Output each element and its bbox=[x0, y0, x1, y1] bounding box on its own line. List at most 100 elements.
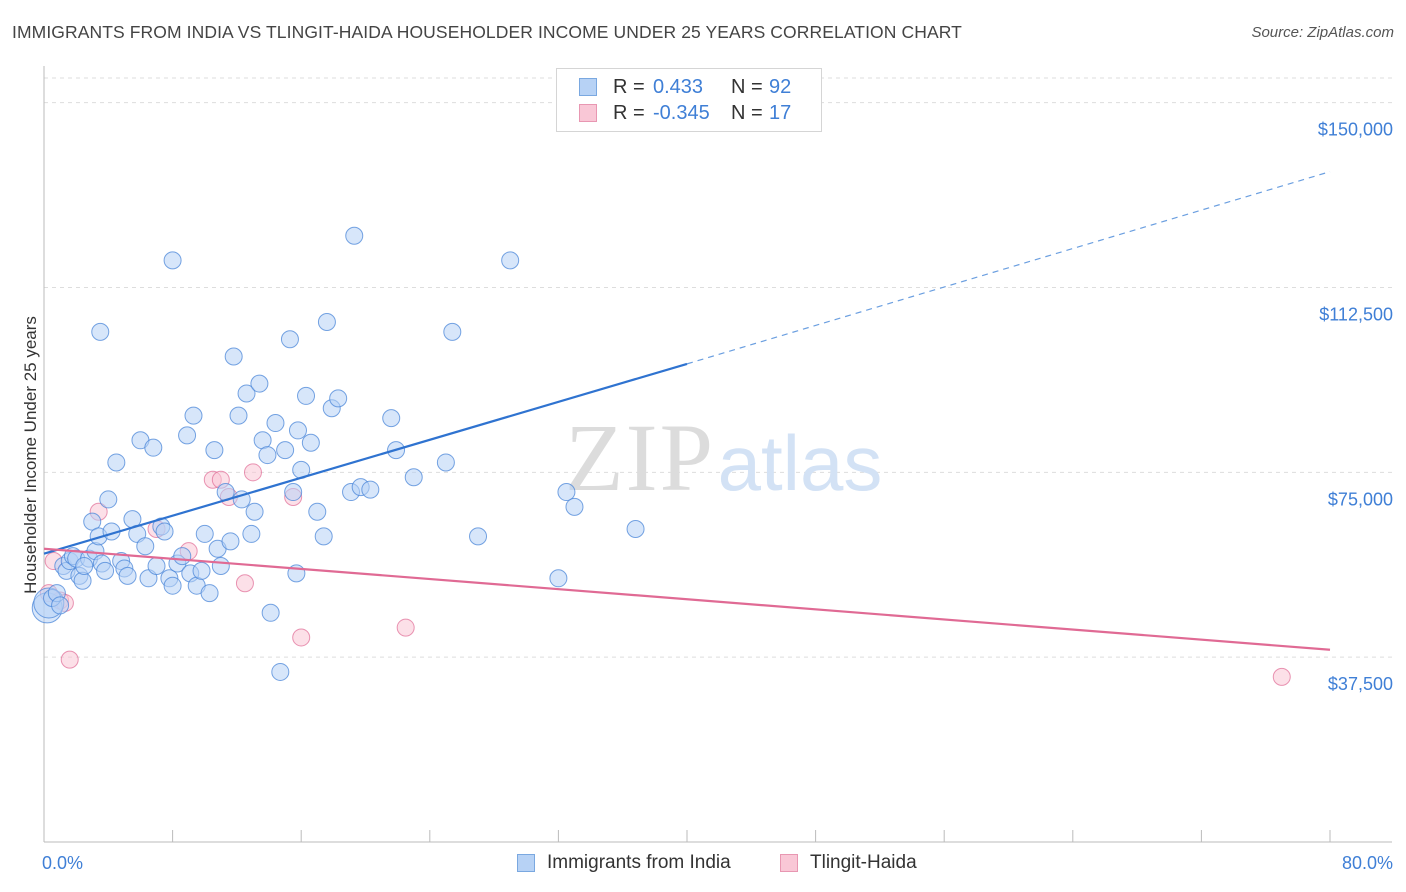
india-point-18 bbox=[99, 490, 118, 509]
india-point-54 bbox=[245, 502, 264, 521]
india-point-73 bbox=[329, 389, 348, 408]
india-point-53 bbox=[242, 524, 261, 543]
tlingit-point-4 bbox=[60, 650, 79, 669]
india-point-57 bbox=[258, 446, 277, 465]
chart-title: IMMIGRANTS FROM INDIA VS TLINGIT-HAIDA H… bbox=[12, 22, 962, 42]
watermark-zip: ZIP bbox=[565, 404, 715, 511]
india-point-86 bbox=[557, 483, 576, 502]
tlingit-swatch bbox=[579, 104, 597, 122]
legend-item-tlingit[interactable]: Tlingit-Haida bbox=[780, 852, 917, 874]
india-swatch bbox=[579, 78, 597, 96]
india-point-75 bbox=[345, 226, 364, 245]
india-point-27 bbox=[136, 537, 155, 556]
india-point-52 bbox=[237, 384, 256, 403]
tlingit-point-14 bbox=[292, 628, 311, 647]
india-point-46 bbox=[211, 556, 230, 575]
legend-item-india[interactable]: Immigrants from India bbox=[517, 852, 731, 874]
india-point-78 bbox=[382, 409, 401, 428]
india-point-84 bbox=[501, 251, 520, 270]
y-tick-label-3: $150,000 bbox=[1318, 120, 1393, 140]
india-point-43 bbox=[200, 584, 219, 603]
tlingit-point-15 bbox=[396, 618, 415, 637]
india-point-17 bbox=[96, 561, 115, 580]
india-point-36 bbox=[173, 547, 192, 566]
india-point-91 bbox=[75, 556, 94, 575]
india-point-69 bbox=[308, 502, 327, 521]
india-point-44 bbox=[205, 441, 224, 460]
x-tick-label-end: 80.0% bbox=[1342, 853, 1393, 873]
y-tick-label-1: $75,000 bbox=[1328, 489, 1393, 509]
n-label: N = bbox=[731, 75, 763, 98]
tlingit-legend-label: Tlingit-Haida bbox=[810, 852, 917, 873]
india-point-37 bbox=[178, 426, 197, 445]
tlingit-point-11 bbox=[235, 574, 254, 593]
india-point-41 bbox=[192, 561, 211, 580]
watermark: ZIP atlas bbox=[565, 404, 882, 511]
r-label: R = bbox=[613, 75, 645, 98]
n-label: N = bbox=[731, 101, 763, 124]
india-point-67 bbox=[297, 386, 316, 405]
india-point-89 bbox=[91, 322, 110, 341]
india-point-48 bbox=[221, 532, 240, 551]
y-tick-label-0: $37,500 bbox=[1328, 674, 1393, 694]
india-point-4 bbox=[51, 596, 70, 615]
india-point-30 bbox=[147, 556, 166, 575]
india-point-83 bbox=[469, 527, 488, 546]
legend-row-tlingit: R = -0.345 N = 17 bbox=[579, 100, 791, 126]
tick-labels: $37,500 $75,000 $112,500 $150,000 0.0% 80.0% bbox=[42, 120, 1393, 873]
india-point-80 bbox=[404, 468, 423, 487]
india-r-value: 0.433 bbox=[653, 75, 704, 98]
tlingit-r-value: -0.345 bbox=[653, 101, 710, 124]
india-point-59 bbox=[266, 414, 285, 433]
correlation-legend: R = 0.433 N = 92 R = -0.345 N = 17 bbox=[556, 68, 822, 132]
trend-lines bbox=[43, 171, 1331, 651]
y-tick-label-2: $112,500 bbox=[1319, 304, 1393, 324]
india-point-34 bbox=[163, 576, 182, 595]
india-point-61 bbox=[276, 441, 295, 460]
india-point-87 bbox=[565, 497, 584, 516]
grid-lines bbox=[44, 77, 1392, 658]
india-points bbox=[31, 226, 645, 681]
watermark-atlas: atlas bbox=[718, 419, 883, 507]
india-point-42 bbox=[195, 524, 214, 543]
r-label: R = bbox=[613, 101, 645, 124]
india-point-82 bbox=[443, 322, 462, 341]
india-point-39 bbox=[184, 406, 203, 425]
india-point-90 bbox=[163, 251, 182, 270]
india-trend-line bbox=[43, 362, 688, 555]
india-point-88 bbox=[626, 520, 645, 539]
india-point-62 bbox=[280, 330, 299, 349]
india-point-20 bbox=[107, 453, 126, 472]
tlingit-legend-swatch bbox=[780, 854, 798, 872]
india-point-55 bbox=[250, 374, 269, 393]
india-point-85 bbox=[549, 569, 568, 588]
tlingit-point-12 bbox=[243, 463, 262, 482]
series-legend: Immigrants from India Tlingit-Haida bbox=[0, 852, 1406, 876]
india-n-value: 92 bbox=[769, 75, 792, 98]
india-point-32 bbox=[155, 522, 174, 541]
x-tick-label-start: 0.0% bbox=[42, 853, 83, 873]
india-point-81 bbox=[436, 453, 455, 472]
india-point-58 bbox=[261, 603, 280, 622]
india-point-29 bbox=[144, 438, 163, 457]
india-legend-label: Immigrants from India bbox=[547, 852, 731, 873]
india-legend-swatch bbox=[517, 854, 535, 872]
india-point-23 bbox=[118, 566, 137, 585]
india-point-60 bbox=[271, 662, 290, 681]
india-point-71 bbox=[317, 312, 336, 331]
legend-row-india: R = 0.433 N = 92 bbox=[579, 74, 791, 100]
india-point-65 bbox=[288, 421, 307, 440]
india-point-77 bbox=[361, 480, 380, 499]
india-point-49 bbox=[224, 347, 243, 366]
axes bbox=[43, 66, 1392, 843]
india-point-70 bbox=[314, 527, 333, 546]
source-label: Source: ZipAtlas.com bbox=[1251, 24, 1394, 41]
india-point-68 bbox=[301, 433, 320, 452]
tlingit-n-value: 17 bbox=[769, 101, 792, 124]
tlingit-trend-line bbox=[43, 547, 1331, 651]
india-point-63 bbox=[284, 483, 303, 502]
tlingit-point-16 bbox=[1272, 667, 1291, 686]
india-point-50 bbox=[229, 406, 248, 425]
india-trend-extension bbox=[686, 171, 1331, 365]
